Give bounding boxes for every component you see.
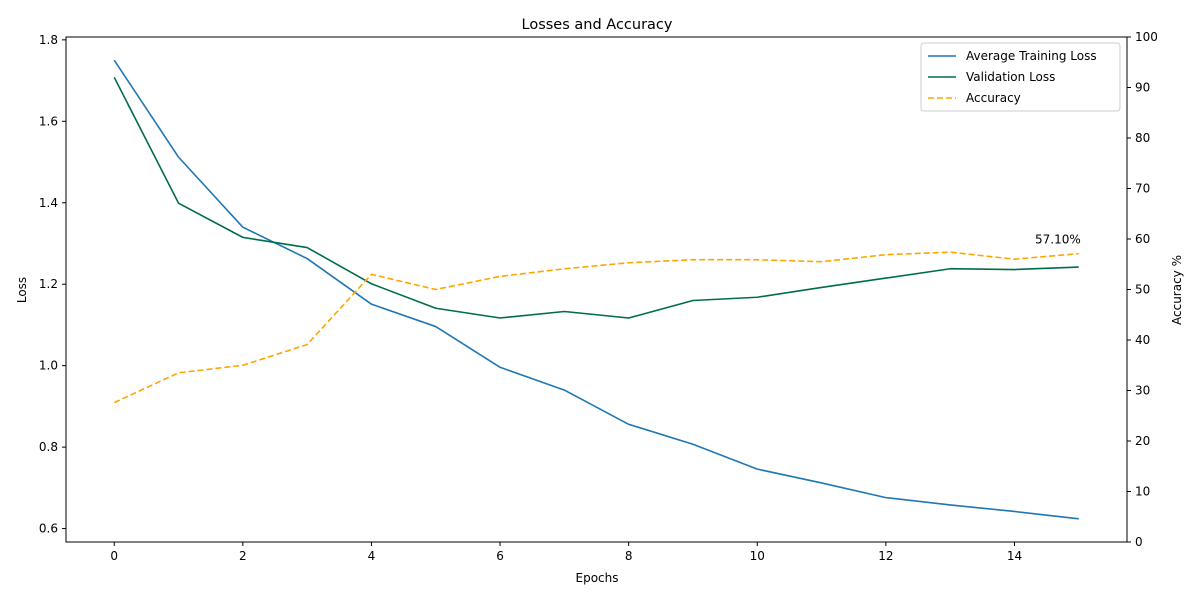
x-tick-label: 0: [110, 549, 118, 563]
data-point-average-training-loss: [306, 257, 308, 259]
y2-tick-label: 40: [1135, 333, 1150, 347]
data-point-average-training-loss: [756, 468, 758, 470]
y-tick-label: 0.8: [39, 440, 58, 454]
data-point-accuracy: [820, 261, 822, 263]
data-point-accuracy: [499, 275, 501, 277]
y2-tick-label: 70: [1135, 182, 1150, 196]
y-tick-label: 1.2: [39, 277, 58, 291]
data-point-accuracy: [563, 268, 565, 270]
data-point-average-training-loss: [885, 496, 887, 498]
x-tick-label: 4: [368, 549, 376, 563]
x-tick-label: 10: [750, 549, 765, 563]
x-tick-label: 6: [496, 549, 504, 563]
data-point-average-training-loss: [563, 389, 565, 391]
data-point-accuracy: [949, 251, 951, 253]
data-point-accuracy: [370, 273, 372, 275]
data-point-validation-loss: [177, 202, 179, 204]
data-point-accuracy: [306, 343, 308, 345]
y2-tick-label: 100: [1135, 30, 1158, 44]
y-tick-label: 1.6: [39, 114, 58, 128]
x-axis-title: Epochs: [576, 571, 619, 585]
y-tick-label: 1.8: [39, 33, 58, 47]
legend-label-training-loss: Average Training Loss: [966, 49, 1097, 63]
data-point-accuracy: [242, 364, 244, 366]
data-point-validation-loss: [756, 296, 758, 298]
data-point-accuracy: [1078, 252, 1080, 254]
x-tick-label: 8: [625, 549, 633, 563]
data-point-validation-loss: [499, 317, 501, 319]
y-tick-label: 1.0: [39, 359, 58, 373]
y2-tick-label: 10: [1135, 485, 1150, 499]
data-point-average-training-loss: [1013, 510, 1015, 512]
x-axis: 0 2 4 6 8 10 12 14: [110, 542, 1022, 563]
data-point-average-training-loss: [177, 156, 179, 158]
data-point-validation-loss: [435, 307, 437, 309]
legend-label-validation-loss: Validation Loss: [966, 70, 1055, 84]
data-point-validation-loss: [113, 76, 115, 78]
y2-tick-label: 60: [1135, 232, 1150, 246]
y-axis-right-title: Accuracy %: [1170, 255, 1184, 325]
data-point-validation-loss: [692, 299, 694, 301]
x-tick-label: 2: [239, 549, 247, 563]
data-point-average-training-loss: [820, 482, 822, 484]
series-line-validation-loss: [113, 76, 1079, 319]
data-point-validation-loss: [1013, 268, 1015, 270]
y2-tick-label: 90: [1135, 81, 1150, 95]
data-point-validation-loss: [820, 286, 822, 288]
data-point-validation-loss: [627, 317, 629, 319]
y2-tick-label: 20: [1135, 434, 1150, 448]
legend-label-accuracy: Accuracy: [966, 91, 1021, 105]
y-axis-right: 0 10 20 30 40 50 60 70 80 90 100: [1127, 30, 1158, 549]
y-axis-left: 0.6 0.8 1.0 1.2 1.4 1.6 1.8: [39, 33, 66, 536]
data-point-validation-loss: [949, 268, 951, 270]
annotation-layer: 57.10%: [1035, 233, 1081, 247]
data-point-validation-loss: [1078, 266, 1080, 268]
data-point-accuracy: [177, 372, 179, 374]
legend: Average Training Loss Validation Loss Ac…: [920, 42, 1121, 112]
y2-tick-label: 30: [1135, 384, 1150, 398]
y-axis-left-title: Loss: [15, 277, 29, 303]
y2-tick-label: 50: [1135, 283, 1150, 297]
data-point-average-training-loss: [1078, 518, 1080, 520]
data-point-accuracy: [435, 288, 437, 290]
data-point-average-training-loss: [499, 366, 501, 368]
data-point-average-training-loss: [113, 59, 115, 61]
data-point-validation-loss: [563, 310, 565, 312]
data-point-accuracy: [627, 262, 629, 264]
data-point-validation-loss: [370, 283, 372, 285]
data-point-validation-loss: [885, 277, 887, 279]
data-point-average-training-loss: [627, 423, 629, 425]
data-point-validation-loss: [242, 236, 244, 238]
data-point-average-training-loss: [692, 443, 694, 445]
y2-tick-label: 80: [1135, 131, 1150, 145]
data-point-average-training-loss: [242, 226, 244, 228]
data-point-accuracy: [1013, 258, 1015, 260]
data-point-average-training-loss: [435, 325, 437, 327]
series-line-accuracy: [113, 251, 1079, 404]
data-point-validation-loss: [306, 246, 308, 248]
annotation-label: 57.10%: [1035, 233, 1081, 247]
x-tick-label: 14: [1007, 549, 1022, 563]
x-tick-label: 12: [878, 549, 893, 563]
y2-tick-label: 0: [1135, 535, 1143, 549]
data-point-accuracy: [692, 259, 694, 261]
y-tick-label: 1.4: [39, 196, 58, 210]
series-layer: [113, 59, 1080, 520]
data-point-accuracy: [113, 401, 115, 403]
chart-title: Losses and Accuracy: [522, 17, 673, 33]
y-tick-label: 0.6: [39, 522, 58, 536]
data-point-accuracy: [885, 253, 887, 255]
data-point-average-training-loss: [949, 504, 951, 506]
legend-box: [920, 42, 1121, 112]
data-point-accuracy: [756, 259, 758, 261]
data-point-average-training-loss: [370, 303, 372, 305]
